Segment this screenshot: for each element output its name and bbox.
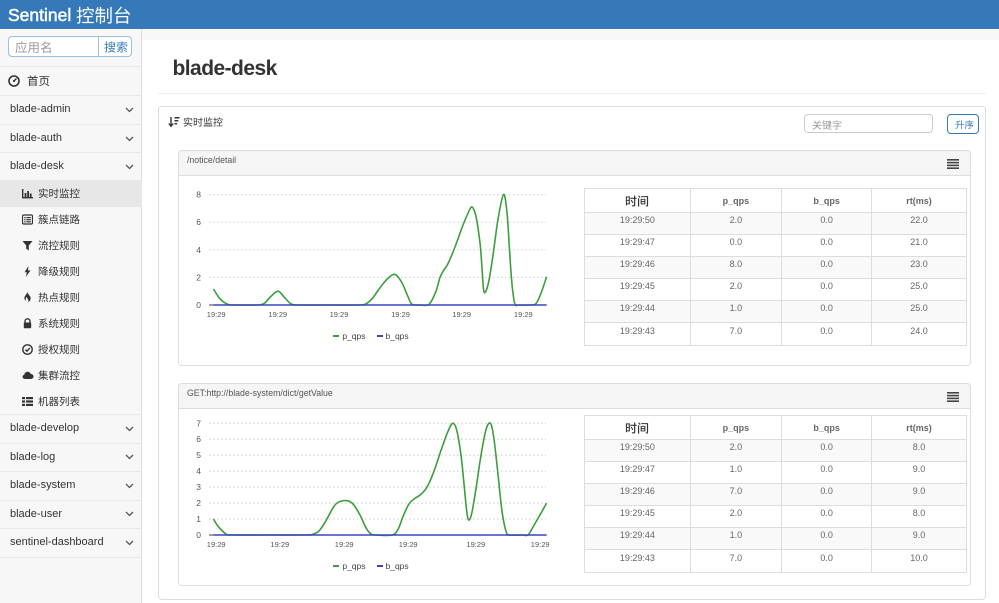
svg-text:3: 3 <box>196 482 201 492</box>
svg-text:4: 4 <box>196 245 201 255</box>
svg-text:19:29: 19:29 <box>268 310 287 319</box>
svg-text:19:29: 19:29 <box>399 540 418 549</box>
svg-text:19:29: 19:29 <box>270 540 289 549</box>
svg-text:6: 6 <box>196 434 201 444</box>
svg-text:19:29: 19:29 <box>207 310 226 319</box>
svg-text:19:29: 19:29 <box>514 310 533 319</box>
svg-text:2: 2 <box>196 272 201 282</box>
svg-text:4: 4 <box>196 466 201 476</box>
svg-text:1: 1 <box>196 514 201 524</box>
svg-text:19:29: 19:29 <box>466 540 485 549</box>
svg-text:8: 8 <box>196 190 201 200</box>
svg-text:19:29: 19:29 <box>330 310 349 319</box>
svg-text:5: 5 <box>196 450 201 460</box>
svg-text:2: 2 <box>196 498 201 508</box>
svg-text:0: 0 <box>196 300 201 310</box>
svg-text:19:29: 19:29 <box>452 310 471 319</box>
svg-text:6: 6 <box>196 217 201 227</box>
svg-text:19:29: 19:29 <box>335 540 354 549</box>
svg-text:7: 7 <box>196 418 201 428</box>
svg-text:19:29: 19:29 <box>207 540 226 549</box>
svg-text:19:29: 19:29 <box>531 540 550 549</box>
svg-text:19:29: 19:29 <box>391 310 410 319</box>
svg-text:0: 0 <box>196 530 201 540</box>
